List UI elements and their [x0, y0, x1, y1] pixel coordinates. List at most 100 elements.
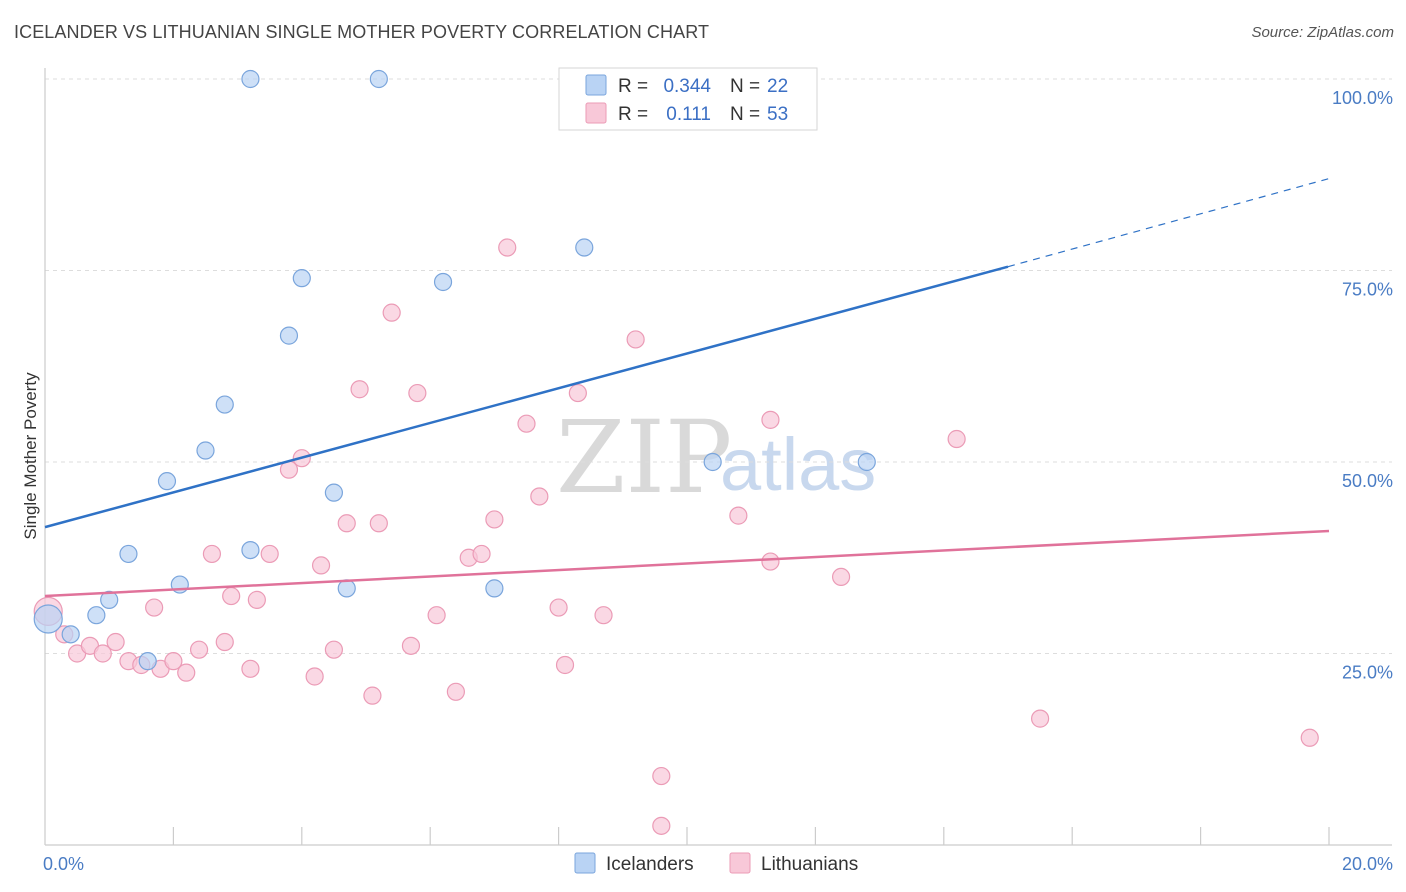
- legend-n-label-1: N =: [730, 76, 760, 97]
- lithuanian-point-47: [729, 506, 748, 525]
- icelander-point-18: [433, 272, 453, 292]
- icelander-point-19: [485, 579, 504, 598]
- icelander-point-3: [87, 606, 106, 625]
- lithuanian-point-49: [761, 552, 780, 571]
- lithuanian-point-23: [311, 556, 331, 575]
- lithuanian-point-52: [1030, 709, 1050, 728]
- y-axis-label: Single Mother Poverty: [21, 372, 40, 540]
- icelander-point-14: [292, 269, 311, 288]
- icelander-point-13: [279, 326, 299, 345]
- legend-n-value-1: 22: [767, 76, 788, 97]
- lithuanian-point-45: [652, 766, 671, 786]
- y-tick-labels: 25.0% 50.0% 75.0% 100.0%: [1332, 88, 1393, 683]
- legend-icelanders-swatch: [574, 852, 596, 874]
- icelander-point-11: [241, 69, 260, 89]
- lithuanian-point-42: [568, 383, 587, 403]
- lithuanian-point-9: [145, 598, 164, 617]
- legend-lithuanians-swatch: [729, 852, 751, 874]
- stats-legend: R = 0.344 N = 22 R = 0.111 N = 53: [558, 67, 818, 131]
- lithuanian-point-40: [549, 598, 568, 617]
- lithuanian-point-28: [369, 514, 388, 533]
- legend-r-label-1: R =: [618, 76, 648, 97]
- lithuanian-point-25: [337, 514, 356, 533]
- lithuanian-point-36: [485, 510, 504, 529]
- icelander-point-22: [857, 452, 876, 472]
- x-tick-labels: 0.0% 20.0%: [43, 854, 1393, 874]
- axes: [44, 68, 1392, 846]
- icelander-point-9: [196, 441, 215, 460]
- data-points: [33, 69, 1319, 835]
- legend-r-value-2: 0.111: [666, 104, 711, 125]
- lithuanian-point-11: [164, 652, 183, 671]
- lithuanian-point-46: [652, 816, 671, 835]
- lithuanian-point-26: [350, 380, 369, 399]
- lithuanian-point-29: [382, 303, 401, 322]
- y-tick-label-50: 50.0%: [1342, 471, 1393, 491]
- lithuanian-point-5: [93, 644, 112, 663]
- watermark-zip: ZIP: [556, 399, 732, 516]
- y-tick-label-75: 75.0%: [1342, 280, 1393, 300]
- legend-r-value-1: 0.344: [663, 76, 711, 97]
- lithuanian-point-19: [260, 544, 279, 564]
- lithuanian-point-44: [626, 330, 645, 349]
- lithuanian-point-16: [222, 586, 241, 606]
- lithuanian-point-50: [831, 567, 851, 587]
- x-tick-label-1: 20.0%: [1342, 854, 1393, 874]
- lithuanian-point-39: [530, 487, 549, 506]
- lithuanian-point-43: [594, 606, 613, 625]
- lithuanian-point-35: [472, 544, 491, 564]
- icelander-point-7: [157, 472, 177, 491]
- icelander-point-1: [33, 604, 63, 634]
- lithuanian-point-15: [215, 632, 234, 652]
- lithuanian-point-27: [363, 686, 382, 705]
- icelander-point-10: [215, 395, 234, 414]
- y-tick-label-25: 25.0%: [1342, 663, 1393, 683]
- lithuanian-point-37: [498, 238, 517, 257]
- icelander-point-6: [138, 652, 157, 671]
- legend-n-value-2: 53: [767, 104, 788, 125]
- lithuanian-point-48: [761, 410, 780, 429]
- lithuanian-point-12: [177, 663, 196, 682]
- x-tick-marks: [172, 827, 1330, 845]
- icelanders-swatch: [585, 74, 607, 96]
- lithuanian-point-51: [947, 429, 966, 449]
- icelanders-trend-line: [44, 265, 1009, 529]
- lithuanians-trend-line: [44, 529, 1330, 598]
- lithuanian-point-17: [241, 659, 260, 678]
- icelander-point-12: [241, 540, 260, 560]
- icelander-point-17: [369, 69, 388, 89]
- icelanders-trend-extension: [1007, 178, 1330, 268]
- series-legend: Icelanders Lithuanians: [574, 852, 858, 875]
- lithuanian-point-53: [1300, 728, 1319, 747]
- source-credit: Source: ZipAtlas.com: [1251, 24, 1394, 41]
- lithuanian-point-41: [555, 655, 575, 675]
- lithuanian-point-18: [247, 590, 266, 609]
- legend-lithuanians-label: Lithuanians: [761, 854, 858, 875]
- lithuanian-point-13: [189, 640, 209, 659]
- icelander-point-2: [61, 625, 80, 644]
- icelander-point-20: [575, 238, 594, 257]
- lithuanian-point-6: [106, 632, 125, 652]
- lithuanian-point-22: [305, 667, 324, 686]
- watermark-atlas: atlas: [720, 423, 876, 506]
- x-tick-label-0: 0.0%: [43, 854, 84, 874]
- icelander-point-4: [100, 590, 119, 609]
- lithuanian-point-31: [408, 383, 427, 403]
- lithuanian-point-24: [324, 640, 343, 659]
- chart-title: ICELANDER VS LITHUANIAN SINGLE MOTHER PO…: [14, 22, 710, 42]
- legend-n-label-2: N =: [730, 104, 760, 125]
- icelander-point-16: [337, 579, 356, 598]
- lithuanians-swatch: [585, 102, 607, 124]
- icelander-point-15: [324, 483, 343, 502]
- lithuanian-point-38: [517, 414, 536, 433]
- lithuanian-point-32: [427, 606, 446, 625]
- lithuanian-point-30: [401, 636, 421, 655]
- grid-lines: [45, 78, 1392, 654]
- icelander-point-21: [703, 452, 722, 472]
- lithuanian-point-33: [446, 682, 465, 701]
- y-tick-label-100: 100.0%: [1332, 88, 1393, 108]
- legend-r-label-2: R =: [618, 104, 648, 125]
- lithuanian-point-14: [202, 544, 222, 564]
- icelander-point-5: [119, 544, 138, 564]
